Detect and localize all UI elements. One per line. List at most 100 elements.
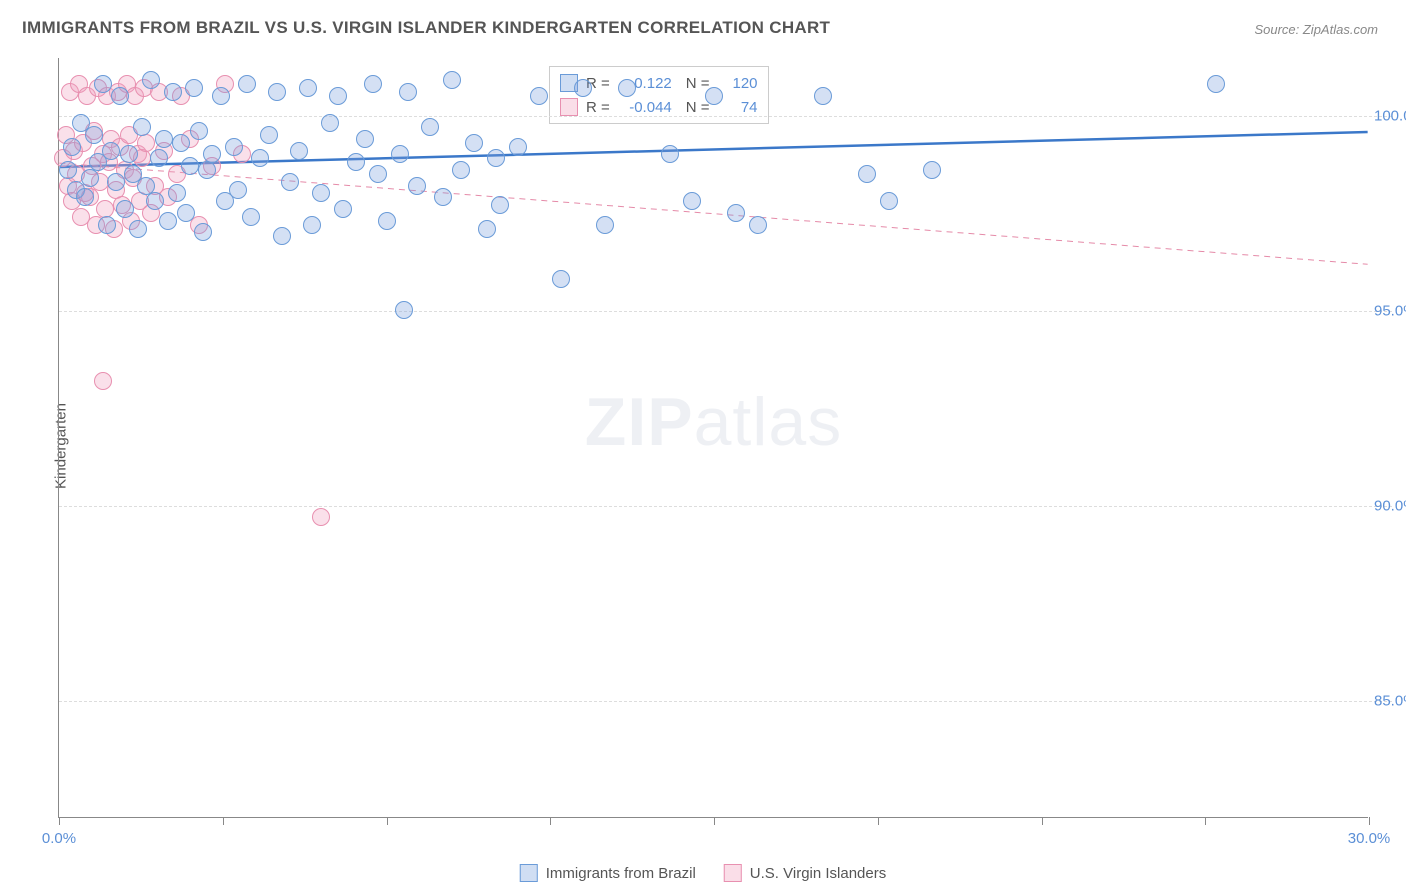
data-point <box>251 149 269 167</box>
y-tick-label: 90.0% <box>1374 498 1406 515</box>
trend-lines-layer <box>59 58 1368 817</box>
data-point <box>399 83 417 101</box>
data-point <box>478 220 496 238</box>
series-swatch <box>560 98 578 116</box>
watermark: ZIPatlas <box>585 383 842 461</box>
r-value: -0.044 <box>618 99 672 116</box>
data-point <box>76 188 94 206</box>
data-point <box>238 75 256 93</box>
r-label: R = <box>586 99 610 116</box>
data-point <box>509 138 527 156</box>
y-tick-label: 100.0% <box>1374 108 1406 125</box>
chart-title: IMMIGRANTS FROM BRAZIL VS U.S. VIRGIN IS… <box>22 18 830 38</box>
data-point <box>491 196 509 214</box>
data-point <box>111 87 129 105</box>
data-point <box>395 301 413 319</box>
data-point <box>364 75 382 93</box>
y-tick-label: 95.0% <box>1374 303 1406 320</box>
data-point <box>155 130 173 148</box>
data-point <box>880 192 898 210</box>
data-point <box>369 165 387 183</box>
data-point <box>303 216 321 234</box>
x-tick <box>550 817 551 825</box>
data-point <box>1207 75 1225 93</box>
data-point <box>749 216 767 234</box>
data-point <box>177 204 195 222</box>
data-point <box>268 83 286 101</box>
data-point <box>185 79 203 97</box>
data-point <box>150 149 168 167</box>
data-point <box>530 87 548 105</box>
source-attribution: Source: ZipAtlas.com <box>1254 22 1378 37</box>
data-point <box>190 122 208 140</box>
data-point <box>552 270 570 288</box>
data-point <box>98 216 116 234</box>
x-tick <box>1042 817 1043 825</box>
data-point <box>116 200 134 218</box>
data-point <box>181 157 199 175</box>
n-value: 74 <box>718 99 758 116</box>
data-point <box>164 83 182 101</box>
data-point <box>421 118 439 136</box>
n-label: N = <box>686 75 710 92</box>
data-point <box>923 161 941 179</box>
data-point <box>858 165 876 183</box>
data-point <box>443 71 461 89</box>
x-tick <box>1369 817 1370 825</box>
data-point <box>102 142 120 160</box>
x-tick <box>59 817 60 825</box>
gridline <box>59 116 1392 117</box>
data-point <box>63 138 81 156</box>
data-point <box>229 181 247 199</box>
x-tick <box>714 817 715 825</box>
data-point <box>159 212 177 230</box>
x-tick <box>1205 817 1206 825</box>
data-point <box>391 145 409 163</box>
data-point <box>434 188 452 206</box>
data-point <box>574 79 592 97</box>
data-point <box>129 220 147 238</box>
data-point <box>814 87 832 105</box>
data-point <box>378 212 396 230</box>
legend-label: U.S. Virgin Islanders <box>750 865 886 882</box>
gridline <box>59 701 1392 702</box>
data-point <box>225 138 243 156</box>
data-point <box>59 161 77 179</box>
data-point <box>487 149 505 167</box>
data-point <box>172 134 190 152</box>
x-tick <box>878 817 879 825</box>
data-point <box>312 184 330 202</box>
data-point <box>198 161 216 179</box>
data-point <box>260 126 278 144</box>
data-point <box>452 161 470 179</box>
legend-item: U.S. Virgin Islanders <box>724 864 886 882</box>
n-value: 120 <box>718 75 758 92</box>
data-point <box>85 126 103 144</box>
data-point <box>107 173 125 191</box>
legend-item: Immigrants from Brazil <box>520 864 696 882</box>
data-point <box>168 184 186 202</box>
x-tick <box>223 817 224 825</box>
x-tick <box>387 817 388 825</box>
data-point <box>94 372 112 390</box>
data-point <box>465 134 483 152</box>
data-point <box>133 118 151 136</box>
data-point <box>618 79 636 97</box>
data-point <box>596 216 614 234</box>
legend-swatch <box>724 864 742 882</box>
legend-label: Immigrants from Brazil <box>546 865 696 882</box>
data-point <box>356 130 374 148</box>
y-tick-label: 85.0% <box>1374 693 1406 710</box>
legend: Immigrants from Brazil U.S. Virgin Island… <box>520 864 886 882</box>
gridline <box>59 311 1392 312</box>
data-point <box>242 208 260 226</box>
data-point <box>137 134 155 152</box>
data-point <box>299 79 317 97</box>
plot-area: ZIPatlas R =0.122N =120R =-0.044N =74 85… <box>58 58 1368 818</box>
data-point <box>81 169 99 187</box>
data-point <box>212 87 230 105</box>
data-point <box>290 142 308 160</box>
stats-row: R =-0.044N =74 <box>560 95 758 119</box>
data-point <box>321 114 339 132</box>
x-tick-label: 30.0% <box>1348 830 1391 847</box>
